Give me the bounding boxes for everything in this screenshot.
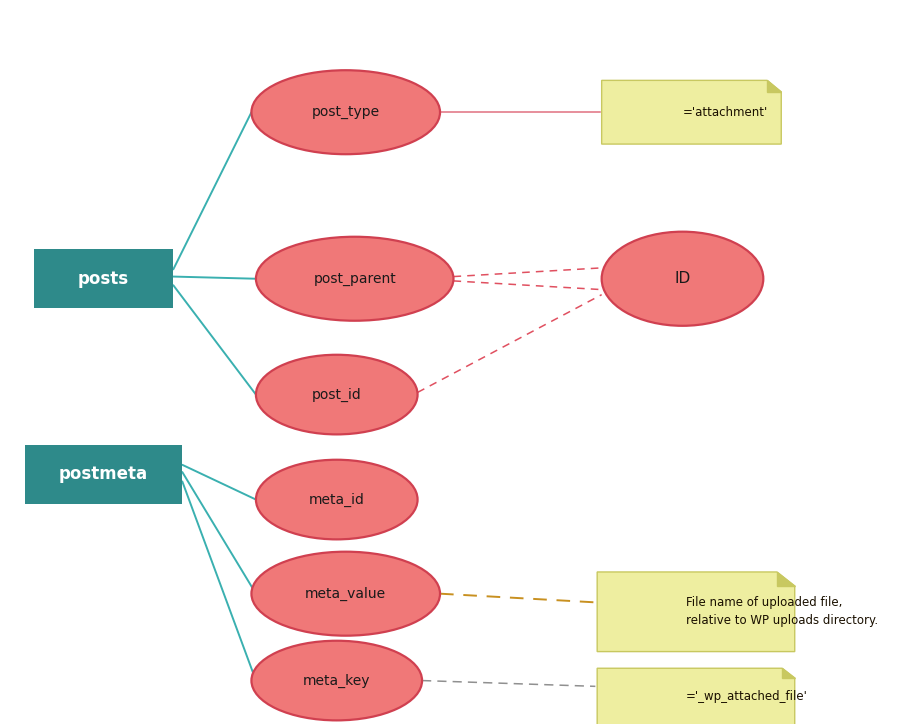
- Text: posts: posts: [78, 270, 128, 287]
- FancyBboxPatch shape: [34, 249, 172, 308]
- Polygon shape: [777, 572, 795, 586]
- Ellipse shape: [256, 355, 418, 434]
- Polygon shape: [782, 668, 795, 678]
- Polygon shape: [597, 572, 795, 652]
- Polygon shape: [597, 668, 795, 724]
- Ellipse shape: [602, 232, 763, 326]
- Text: postmeta: postmeta: [58, 466, 148, 483]
- Polygon shape: [767, 80, 781, 92]
- Ellipse shape: [251, 70, 440, 154]
- Ellipse shape: [256, 460, 418, 539]
- Polygon shape: [602, 80, 781, 144]
- Ellipse shape: [251, 641, 422, 720]
- Text: ='attachment': ='attachment': [682, 106, 768, 119]
- Text: post_type: post_type: [312, 105, 380, 119]
- FancyBboxPatch shape: [25, 445, 181, 504]
- Text: ='_wp_attached_file': ='_wp_attached_file': [686, 690, 808, 703]
- Ellipse shape: [251, 552, 440, 636]
- Text: meta_value: meta_value: [305, 586, 386, 601]
- Text: post_id: post_id: [312, 387, 362, 402]
- Text: post_parent: post_parent: [313, 272, 396, 286]
- Ellipse shape: [256, 237, 453, 321]
- Text: ID: ID: [674, 272, 691, 286]
- Text: File name of uploaded file,
relative to WP uploads directory.: File name of uploaded file, relative to …: [686, 597, 878, 627]
- Text: meta_id: meta_id: [309, 492, 365, 507]
- Text: meta_key: meta_key: [303, 673, 371, 688]
